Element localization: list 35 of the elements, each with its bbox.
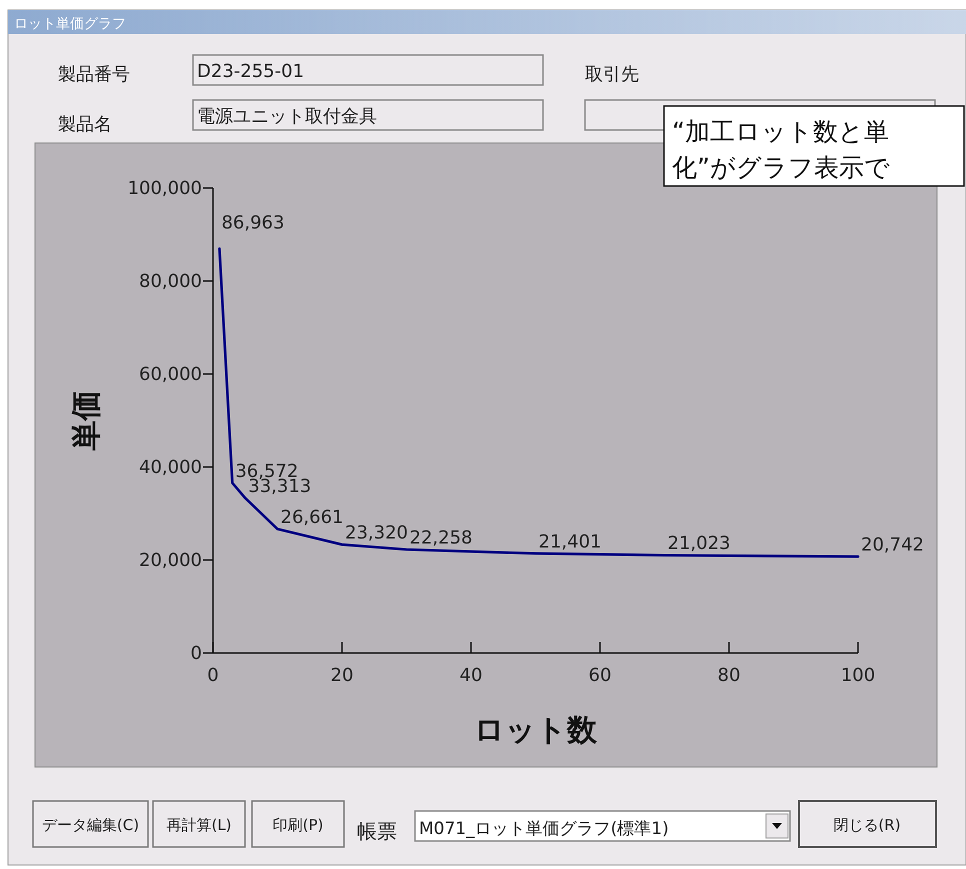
y-tick-label: 80,000	[139, 271, 202, 292]
y-tick-label: 100,000	[128, 178, 202, 199]
data-label: 22,258	[410, 528, 472, 548]
data-label: 86,963	[221, 212, 284, 234]
callout-tooltip: “加工ロット数と単 化”がグラフ表示で	[663, 105, 965, 187]
text: 電源ユニット取付金具	[197, 106, 377, 127]
text: 印刷(P)	[272, 816, 324, 834]
text: 閉じる(R)	[833, 816, 901, 834]
x-tick-label: 80	[718, 665, 740, 686]
text: 製品番号	[58, 64, 130, 85]
x-tick-label: 60	[588, 665, 612, 686]
data-label: 20,742	[861, 534, 924, 556]
text: D23-255-01	[197, 61, 304, 82]
y-axis-title: 単価	[69, 390, 104, 450]
text: 再計算(L)	[166, 816, 232, 834]
x-tick-label: 20	[330, 665, 354, 686]
data-label: 21,401	[538, 531, 602, 552]
x-tick-label: 40	[460, 665, 482, 686]
text: データ編集(C)	[42, 816, 140, 834]
y-tick-label: 0	[190, 643, 202, 664]
text: ロット単価グラフ	[14, 16, 126, 32]
y-tick-label: 40,000	[139, 457, 202, 478]
data-label: 23,320	[345, 522, 408, 544]
text: 製品名	[58, 114, 112, 135]
text: 取引先	[585, 64, 639, 85]
x-tick-label: 100	[840, 665, 876, 686]
data-label: 26,661	[280, 507, 344, 528]
x-axis-title: ロット数	[474, 713, 598, 748]
y-tick-label: 20,000	[139, 550, 202, 571]
y-tick-label: 60,000	[139, 364, 202, 385]
x-tick-label: 0	[207, 665, 219, 686]
text: M071_ロット単価グラフ(標準1)	[419, 819, 669, 839]
line-series	[218, 247, 860, 558]
data-label: 21,023	[668, 533, 730, 554]
text: 帳票	[357, 819, 397, 843]
